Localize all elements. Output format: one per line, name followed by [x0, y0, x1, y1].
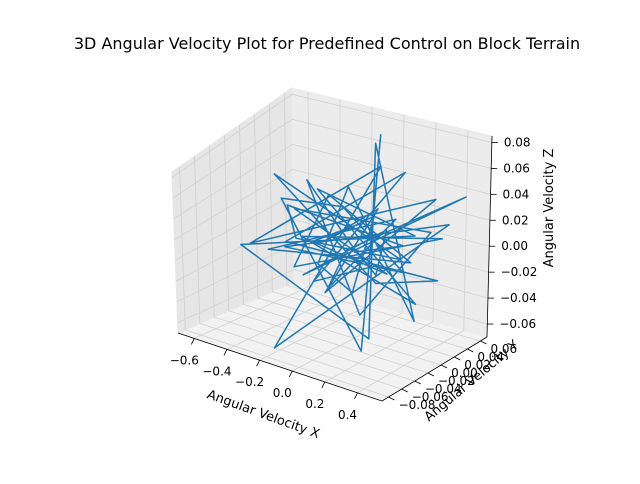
y-axis-line — [381, 336, 488, 402]
x-tick-label: 0.4 — [338, 408, 357, 422]
x-tick-mark — [288, 370, 293, 378]
series-line — [240, 134, 467, 352]
z-grid-line — [173, 143, 491, 220]
z-grid-line — [177, 269, 488, 325]
y-tick-mark — [480, 340, 487, 345]
y-tick-label: 0.06 — [490, 342, 517, 356]
z-tick-label: −0.02 — [501, 265, 538, 279]
x-grid-line — [259, 107, 373, 361]
y-tick-label: 0.04 — [477, 350, 504, 364]
y-tick-mark — [388, 396, 395, 401]
y-tick-mark — [401, 388, 408, 393]
z-grid-line — [176, 244, 489, 303]
x-tick-label: −0.4 — [202, 364, 231, 378]
y-tick-label: −0.04 — [425, 382, 462, 396]
z-tick-label: 0.02 — [502, 213, 529, 227]
y-tick-label: −0.08 — [399, 398, 436, 412]
x-grid-line — [226, 99, 341, 350]
y-grid-line — [194, 156, 402, 390]
y-grid-line — [269, 103, 468, 350]
z-tick-label: 0.08 — [504, 135, 531, 149]
data-series — [240, 134, 467, 352]
x-axis-line — [177, 332, 383, 402]
axis-lines — [177, 135, 493, 402]
x-axis-label: Angular Velocity X — [205, 387, 322, 442]
x-tick-label: 0.2 — [305, 397, 324, 411]
y-tick-mark — [414, 380, 421, 385]
x-tick-label: −0.6 — [170, 353, 199, 367]
z-axis-line — [486, 135, 493, 338]
y-grid-line — [179, 166, 389, 398]
x-grid-line — [324, 122, 437, 383]
z-grid-line — [171, 93, 492, 178]
y-tick-mark — [454, 356, 461, 361]
z-tick-label: 0.00 — [501, 239, 528, 253]
x-tick-mark — [321, 381, 326, 389]
z-grid-line — [175, 218, 489, 282]
x-tick-label: −0.2 — [235, 375, 264, 389]
y-tick-label: −0.02 — [438, 374, 475, 388]
x-tick-mark — [223, 349, 228, 356]
z-grid-line — [172, 118, 492, 199]
chart-title: 3D Angular Velocity Plot for Predefined … — [73, 34, 581, 53]
y-tick-label: 0.02 — [464, 358, 491, 372]
y-tick-mark — [467, 348, 474, 353]
z-grid-line — [174, 168, 491, 240]
z-tick-label: 0.04 — [503, 187, 530, 201]
z-tick-label: 0.06 — [503, 161, 530, 175]
y-grid-line — [284, 93, 481, 342]
z-tick-label: −0.06 — [499, 317, 536, 331]
y-tick-label: −0.06 — [412, 390, 449, 404]
y-grid-line — [209, 145, 415, 382]
x-grid-line — [292, 114, 405, 372]
y-tick-label: 0.00 — [451, 366, 478, 380]
x-tick-mark — [190, 338, 195, 345]
x-tick-mark — [354, 392, 358, 400]
y-tick-mark — [427, 372, 435, 377]
z-axis-label: Angular Velocity Z — [542, 149, 557, 268]
y-grid-line — [224, 135, 429, 374]
x-grid-line — [194, 91, 310, 339]
z-tick-label: −0.04 — [500, 291, 537, 305]
y-grid-line — [239, 124, 442, 366]
x-tick-mark — [256, 360, 260, 367]
x-tick-label: 0.0 — [273, 386, 292, 400]
y-grid-line — [254, 114, 455, 358]
y-tick-mark — [440, 364, 448, 369]
tick-labels: −0.6−0.4−0.20.00.20.4−0.08−0.06−0.04−0.0… — [170, 135, 538, 421]
